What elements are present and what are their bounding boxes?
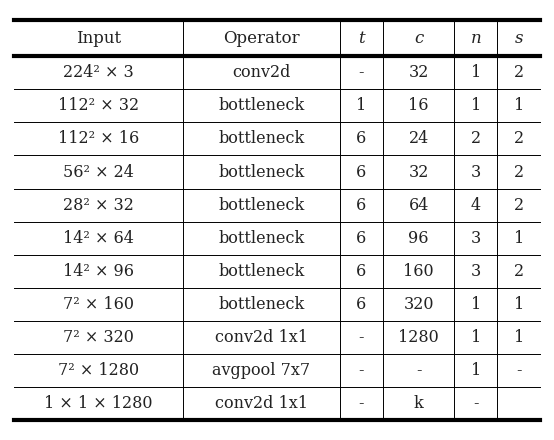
Text: 2: 2: [514, 197, 524, 213]
Text: 1: 1: [471, 296, 481, 313]
Text: t: t: [358, 29, 365, 47]
Text: 3: 3: [471, 164, 481, 180]
Text: -: -: [473, 395, 479, 412]
Text: 6: 6: [356, 164, 367, 180]
Text: bottleneck: bottleneck: [218, 197, 304, 213]
Text: 112² × 16: 112² × 16: [58, 130, 139, 147]
Text: 64: 64: [408, 197, 429, 213]
Text: 16: 16: [408, 97, 429, 114]
Text: 160: 160: [403, 263, 434, 280]
Text: bottleneck: bottleneck: [218, 263, 304, 280]
Text: 1: 1: [514, 329, 524, 346]
Text: 1280: 1280: [398, 329, 439, 346]
Text: 2: 2: [514, 263, 524, 280]
Text: -: -: [358, 362, 364, 379]
Text: 6: 6: [356, 197, 367, 213]
Text: bottleneck: bottleneck: [218, 130, 304, 147]
Text: avgpool 7x7: avgpool 7x7: [212, 362, 310, 379]
Text: n: n: [470, 29, 481, 47]
Text: 28² × 32: 28² × 32: [63, 197, 134, 213]
Text: 1: 1: [471, 362, 481, 379]
Text: 1 × 1 × 1280: 1 × 1 × 1280: [44, 395, 152, 412]
Text: 7² × 1280: 7² × 1280: [58, 362, 139, 379]
Text: -: -: [358, 64, 364, 81]
Text: 1: 1: [471, 97, 481, 114]
Text: 4: 4: [471, 197, 481, 213]
Text: 320: 320: [403, 296, 434, 313]
Text: 112² × 32: 112² × 32: [58, 97, 139, 114]
Text: 6: 6: [356, 230, 367, 247]
Text: 14² × 64: 14² × 64: [63, 230, 134, 247]
Text: 2: 2: [514, 164, 524, 180]
Text: c: c: [414, 29, 423, 47]
Text: 3: 3: [471, 230, 481, 247]
Text: -: -: [358, 329, 364, 346]
Text: conv2d 1x1: conv2d 1x1: [215, 395, 308, 412]
Text: 2: 2: [514, 130, 524, 147]
Text: bottleneck: bottleneck: [218, 164, 304, 180]
Text: 24: 24: [408, 130, 429, 147]
Text: 96: 96: [408, 230, 429, 247]
Text: s: s: [515, 29, 523, 47]
Text: bottleneck: bottleneck: [218, 230, 304, 247]
Text: 224² × 3: 224² × 3: [63, 64, 134, 81]
Text: k: k: [414, 395, 423, 412]
Text: 1: 1: [514, 230, 524, 247]
Text: conv2d: conv2d: [232, 64, 290, 81]
Text: 6: 6: [356, 296, 367, 313]
Text: 1: 1: [356, 97, 367, 114]
Text: Input: Input: [76, 29, 121, 47]
Text: -: -: [516, 362, 521, 379]
Text: 1: 1: [514, 296, 524, 313]
Text: 32: 32: [408, 64, 429, 81]
Text: bottleneck: bottleneck: [218, 296, 304, 313]
Text: 6: 6: [356, 130, 367, 147]
Text: 14² × 96: 14² × 96: [63, 263, 134, 280]
Text: 6: 6: [356, 263, 367, 280]
Text: 3: 3: [471, 263, 481, 280]
Text: 32: 32: [408, 164, 429, 180]
Text: -: -: [358, 395, 364, 412]
Text: 1: 1: [471, 329, 481, 346]
Text: Operator: Operator: [223, 29, 300, 47]
Text: 1: 1: [471, 64, 481, 81]
Text: 56² × 24: 56² × 24: [63, 164, 134, 180]
Text: 7² × 320: 7² × 320: [63, 329, 134, 346]
Text: -: -: [416, 362, 422, 379]
Text: 7² × 160: 7² × 160: [63, 296, 134, 313]
Text: conv2d 1x1: conv2d 1x1: [215, 329, 308, 346]
Text: bottleneck: bottleneck: [218, 97, 304, 114]
Text: 2: 2: [471, 130, 481, 147]
Text: 1: 1: [514, 97, 524, 114]
Text: 2: 2: [514, 64, 524, 81]
